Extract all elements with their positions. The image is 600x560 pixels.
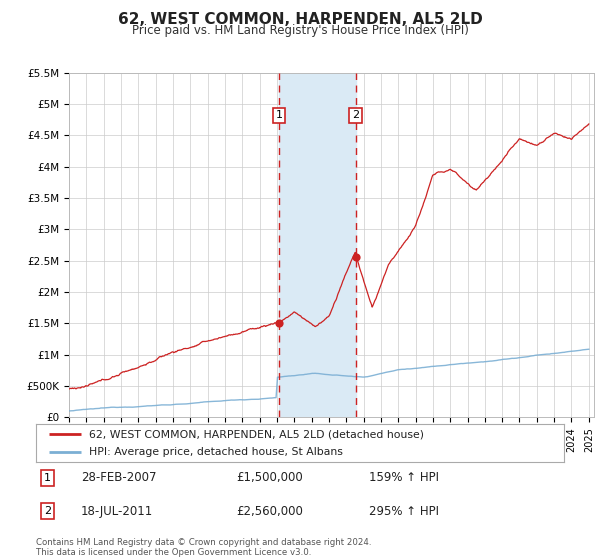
Text: Price paid vs. HM Land Registry's House Price Index (HPI): Price paid vs. HM Land Registry's House …: [131, 24, 469, 36]
Text: £1,500,000: £1,500,000: [236, 471, 304, 484]
Text: 18-JUL-2011: 18-JUL-2011: [81, 505, 153, 517]
Bar: [279, 73, 356, 417]
Text: £2,560,000: £2,560,000: [236, 505, 304, 517]
Text: 62, WEST COMMON, HARPENDEN, AL5 2LD (detached house): 62, WEST COMMON, HARPENDEN, AL5 2LD (det…: [89, 429, 424, 439]
Text: 1: 1: [44, 473, 51, 483]
Text: 2: 2: [44, 506, 51, 516]
Text: 2: 2: [352, 110, 359, 120]
Text: HPI: Average price, detached house, St Albans: HPI: Average price, detached house, St A…: [89, 447, 343, 458]
Text: 62, WEST COMMON, HARPENDEN, AL5 2LD: 62, WEST COMMON, HARPENDEN, AL5 2LD: [118, 12, 482, 27]
Text: 1: 1: [275, 110, 283, 120]
Text: 159% ↑ HPI: 159% ↑ HPI: [368, 471, 439, 484]
Text: Contains HM Land Registry data © Crown copyright and database right 2024.
This d: Contains HM Land Registry data © Crown c…: [36, 538, 371, 557]
Text: 28-FEB-2007: 28-FEB-2007: [81, 471, 157, 484]
Text: 295% ↑ HPI: 295% ↑ HPI: [368, 505, 439, 517]
Point: [351, 253, 361, 262]
Point: [274, 319, 284, 328]
